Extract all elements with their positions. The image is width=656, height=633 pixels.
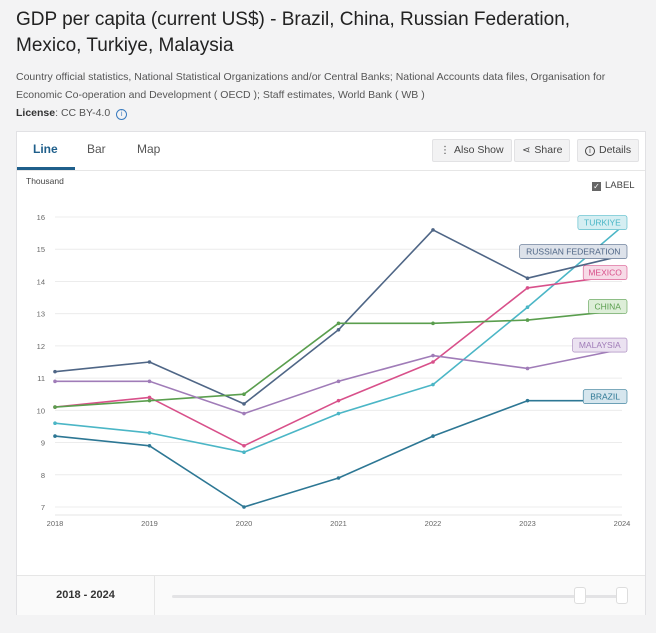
- data-point: [431, 228, 435, 232]
- also-show-label: Also Show: [454, 144, 504, 156]
- data-point: [242, 402, 246, 406]
- series-end-label-box: [588, 299, 628, 314]
- series-line: [54, 399, 622, 508]
- data-point: [525, 398, 530, 403]
- active-tab-indicator: [17, 167, 75, 170]
- series-end-label: RUSSIAN FEDERATION: [526, 247, 620, 257]
- info-circle-icon: i: [585, 146, 595, 156]
- series-end-label: MEXICO: [588, 268, 622, 278]
- details-button[interactable]: i Details: [577, 139, 640, 162]
- data-point: [147, 398, 152, 403]
- data-point: [242, 450, 246, 455]
- data-point: [53, 434, 57, 438]
- data-point: [525, 286, 530, 290]
- license-line: License: CC BY-4.0 i: [16, 105, 128, 121]
- data-point: [53, 369, 57, 374]
- label-toggle-text: LABEL: [605, 180, 635, 191]
- y-tick-label: 14: [37, 277, 45, 286]
- view-tabs: Line Bar Map ⋮ Also Show ⋖ Share i Details: [17, 132, 645, 171]
- series-end-label-box: [577, 215, 628, 230]
- tab-line[interactable]: Line: [33, 142, 58, 156]
- time-range-footer: 2018 - 2024: [17, 575, 645, 615]
- data-point: [525, 366, 530, 371]
- data-point: [242, 392, 246, 397]
- y-tick-label: 15: [37, 245, 45, 254]
- data-point: [147, 431, 152, 435]
- y-unit-label: Thousand: [26, 176, 64, 186]
- share-label: Share: [534, 144, 563, 156]
- kebab-icon: ⋮: [440, 145, 450, 156]
- data-point: [336, 379, 341, 384]
- data-point: [147, 360, 152, 364]
- data-point: [53, 421, 57, 426]
- chart-card: Line Bar Map ⋮ Also Show ⋖ Share i Details …: [16, 131, 646, 615]
- range-slider-start-handle[interactable]: [574, 587, 586, 604]
- share-icon: ⋖: [522, 145, 531, 156]
- data-point: [147, 443, 152, 448]
- range-slider-track[interactable]: [172, 595, 625, 598]
- x-tick-label: 2018: [47, 519, 64, 528]
- label-checkbox[interactable]: ✓: [592, 182, 601, 191]
- data-point: [147, 379, 152, 384]
- y-tick-label: 10: [37, 406, 45, 415]
- data-point: [242, 443, 246, 448]
- series-line: [54, 226, 623, 454]
- data-point: [336, 411, 341, 416]
- data-point: [336, 476, 341, 480]
- range-slider-end-handle[interactable]: [616, 587, 628, 604]
- series-end-label: BRAZIL: [590, 392, 620, 402]
- x-tick-label: 2021: [330, 519, 347, 528]
- details-label: Details: [599, 144, 632, 156]
- source-note: Country official statistics, National St…: [16, 71, 606, 101]
- series-end-label-box: [582, 389, 628, 404]
- x-tick-label: 2023: [519, 519, 536, 528]
- info-icon[interactable]: i: [116, 109, 128, 120]
- y-tick-label: 9: [41, 439, 45, 448]
- license-value: : CC BY-4.0: [55, 107, 111, 119]
- data-point: [525, 305, 530, 310]
- y-tick-label: 8: [41, 471, 45, 480]
- data-point: [431, 434, 435, 438]
- license-label: License: [16, 107, 56, 119]
- y-tick-label: 7: [41, 503, 45, 512]
- share-button[interactable]: ⋖ Share: [514, 139, 571, 162]
- range-label: 2018 - 2024: [17, 576, 155, 615]
- y-tick-label: 12: [37, 342, 45, 351]
- x-tick-label: 2019: [141, 519, 158, 528]
- data-point: [525, 276, 530, 281]
- line-chart: 7 8 9 10 11 12 13 14 15 16 2018 2019 2020 2021 2022 202…: [37, 213, 631, 528]
- tab-bar[interactable]: Bar: [87, 142, 106, 156]
- series-end-label: CHINA: [595, 301, 622, 311]
- data-point: [431, 360, 435, 364]
- data-point: [525, 318, 530, 322]
- x-tick-label: 2020: [236, 519, 253, 528]
- x-tick-label: 2024: [614, 519, 631, 528]
- y-tick-label: 11: [37, 374, 45, 383]
- data-point: [242, 411, 246, 416]
- series-end-label-box: [519, 244, 628, 259]
- data-point: [336, 327, 341, 332]
- also-show-button[interactable]: ⋮ Also Show: [432, 139, 512, 162]
- data-point: [431, 321, 435, 326]
- label-toggle[interactable]: ✓ LABEL: [592, 180, 635, 192]
- tab-map[interactable]: Map: [137, 142, 161, 156]
- series-end-label: MALAYSIA: [579, 340, 621, 350]
- data-point: [431, 382, 435, 387]
- data-point: [147, 395, 152, 400]
- data-point: [336, 398, 341, 403]
- series-end-label: TURKIYE: [584, 218, 621, 228]
- series-line: [54, 274, 623, 447]
- y-tick-label: 16: [37, 213, 45, 222]
- series-end-label-box: [572, 337, 628, 353]
- page-title: GDP per capita (current US$) - Brazil, C…: [16, 9, 571, 56]
- data-point: [242, 505, 246, 509]
- data-point: [53, 379, 57, 384]
- y-tick-label: 13: [37, 310, 45, 319]
- data-point: [53, 405, 57, 409]
- series-end-label-box: [582, 265, 628, 280]
- data-point: [431, 353, 435, 358]
- data-point: [336, 321, 341, 326]
- x-tick-label: 2022: [425, 519, 442, 528]
